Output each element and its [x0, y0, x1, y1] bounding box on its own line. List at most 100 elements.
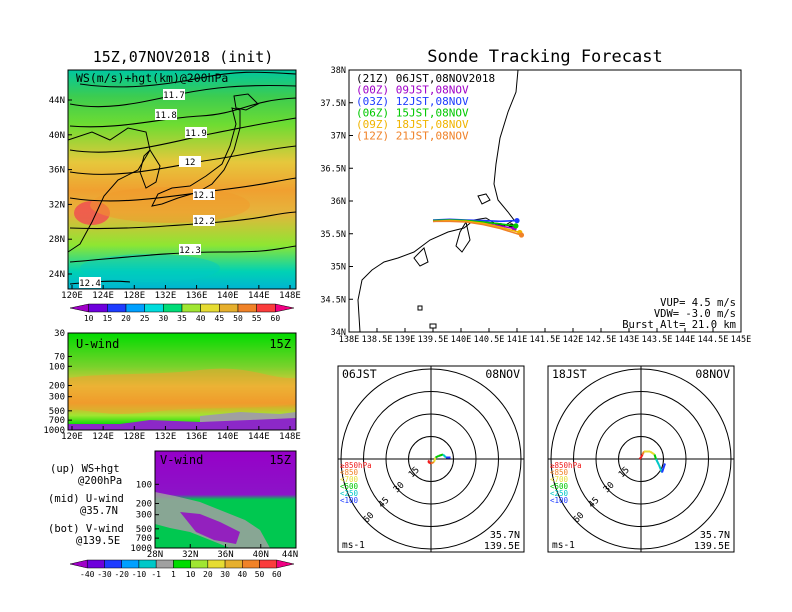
track-y-tick-label: 35N: [331, 263, 346, 273]
track-legend: (21Z) 06JST,08NOV2018(00Z) 09JST,08NOV(0…: [356, 72, 495, 143]
ws-contour-label-bg: [179, 156, 201, 167]
track-x-tick-label: 140.5E: [474, 335, 505, 345]
right-title: Sonde Tracking Forecast: [427, 47, 662, 67]
v-y-tick-label: 100: [136, 480, 152, 490]
ws-colorbar-label: 40: [196, 314, 206, 323]
v-colorbar-label: -20: [114, 570, 129, 579]
v-x-tick-label: 44N: [282, 550, 298, 560]
ws-colorbar-swatch: [219, 303, 239, 313]
ws-map-panel: WS(m/s)+hgt(km)@200hPa 11.7 11.8 11.9 12 12.…: [49, 69, 301, 323]
ws-contour-label: 12.2: [193, 217, 215, 227]
ws-colorbar-label: 30: [159, 314, 169, 323]
v-wind-panel: V-wind 15Z 28N 32N 36N 40N 44N 100 200 300 5007…: [69, 450, 298, 579]
hodo-level-label: ≥850hPa: [340, 461, 372, 470]
ws-colorbar-label: 50: [233, 314, 243, 323]
legend-up: (up) WS+hgt: [50, 463, 120, 475]
ws-colorbar-swatch: [275, 303, 295, 313]
track-x-tick-label: 138E: [339, 335, 359, 345]
v-colorbar: -40 -30 -20 -10 -1 1 10 20 30 40 50 60: [69, 559, 295, 579]
hodo-level-label: <500: [550, 482, 569, 491]
v-x-tick-label: 32N: [182, 550, 198, 560]
hodo-level-label: <700: [550, 475, 569, 484]
hodo-level-label: <250: [340, 489, 359, 498]
ws-colorbar-label: 25: [140, 314, 150, 323]
track-x-tick-label: 142E: [563, 335, 583, 345]
u-x-tick-label: 144E: [248, 432, 270, 442]
u-x-ticks: 120E 124E 128E 132E 136E 140E 144E 148E: [61, 426, 301, 442]
ws-y-tick-label: 28N: [49, 235, 65, 245]
u-y-tick-label: 500: [49, 407, 65, 417]
hodo-level-label: <100: [340, 496, 359, 505]
track-x-tick-label: 139.5E: [418, 335, 449, 345]
ws-contour-label: 12: [185, 158, 196, 168]
v-y-tick-label: 700: [136, 534, 152, 544]
v-colorbar-swatch: [138, 559, 157, 569]
track-map-panel: (21Z) 06JST,08NOV2018(00Z) 09JST,08NOV(0…: [320, 66, 751, 345]
track-series: [432, 218, 525, 238]
v-x-tick-label: 36N: [217, 550, 233, 560]
hodo-date: 08NOV: [695, 367, 730, 381]
hodo-lat: 35.7N: [700, 530, 730, 541]
hodo-segment: [641, 451, 645, 455]
ws-coastline-japan: [151, 107, 241, 207]
v-x-tick-label: 40N: [253, 550, 269, 560]
u-x-tick-label: 140E: [217, 432, 239, 442]
ws-contour-label-bg: [155, 109, 177, 120]
track-y-ticks: 34N 34.5N 35N 35.5N 36N 36.5N 37N 37.5N 38N: [320, 66, 353, 338]
ws-contour-labels: 11.7 11.8 11.9 12 12.1 12.2 12.3 12.4: [79, 89, 215, 289]
u-x-tick-label: 136E: [186, 432, 208, 442]
hodo-time: 18JST: [552, 367, 587, 381]
track-island-2: [429, 323, 437, 329]
hodo-segment: [638, 456, 642, 460]
track-y-tick-label: 36N: [331, 197, 346, 207]
hodograph-06jst: 06JST 08NOV15304560ms-135.7N139.5E≥850hPa…: [337, 365, 525, 553]
u-wind-time: 15Z: [269, 337, 291, 351]
ws-y-tick-label: 24N: [49, 270, 65, 280]
v-y-tick-label: 1000: [130, 544, 152, 554]
ws-y-tick-label: 44N: [49, 96, 65, 106]
ws-y-ticks: 24N 28N 32N 36N 40N 44N: [49, 96, 72, 280]
track-x-tick-label: 140E: [451, 335, 471, 345]
u-y-tick-label: 100: [49, 362, 65, 372]
ws-contour-label: 12.1: [193, 191, 215, 201]
ws-contour-label-bg: [193, 215, 215, 226]
track-y-tick-label: 38N: [331, 66, 346, 76]
v-colorbar-label: 50: [255, 570, 265, 579]
v-x-tick-label: 28N: [147, 550, 163, 560]
u-x-tick-label: 124E: [92, 432, 114, 442]
track-x-tick-label: 144.5E: [698, 335, 729, 345]
hodo-segment: [653, 454, 657, 460]
track-legend-entry: (21Z) 06JST,08NOV2018: [356, 72, 495, 85]
ws-colorbar-swatch: [107, 303, 127, 313]
hodo-level-label: ≥850hPa: [550, 461, 582, 470]
ws-colorbar-label: 35: [177, 314, 187, 323]
ws-y-tick-label: 40N: [49, 131, 65, 141]
legend-bot2: @139.5E: [76, 535, 120, 547]
track-x-tick-label: 143.5E: [642, 335, 673, 345]
track-legend-entry: (06Z) 15JST,08NOV: [356, 107, 469, 120]
ws-low-region: [80, 254, 220, 282]
ws-contour-label: 11.7: [163, 91, 185, 101]
v-colorbar-swatch: [242, 559, 260, 569]
v-colorbar-label: -10: [132, 570, 147, 579]
ws-x-tick-label: 144E: [248, 291, 270, 301]
track-y-tick-label: 36.5N: [320, 164, 346, 174]
ws-contour-label: 12.4: [79, 279, 101, 289]
v-colorbar-label: 60: [272, 570, 282, 579]
ws-x-tick-label: 140E: [217, 291, 239, 301]
ws-contour-label-bg: [193, 189, 215, 200]
u-wind-jet-band: [68, 368, 296, 414]
track-line: [433, 220, 522, 236]
hodo-time: 06JST: [342, 367, 377, 381]
ws-jet-band: [90, 187, 250, 223]
u-y-tick-label: 300: [49, 393, 65, 403]
ws-contour-label: 12.3: [179, 246, 201, 256]
ws-coastline-korea: [139, 149, 161, 189]
ws-map-label: WS(m/s)+hgt(km)@200hPa: [76, 71, 228, 85]
v-colorbar-label: -30: [97, 570, 112, 579]
ws-x-tick-label: 132E: [155, 291, 177, 301]
ws-colorbar-label: 10: [84, 314, 94, 323]
ws-coastline-hokkaido: [233, 93, 259, 111]
legend-mid: (mid) U-wind: [48, 493, 124, 505]
